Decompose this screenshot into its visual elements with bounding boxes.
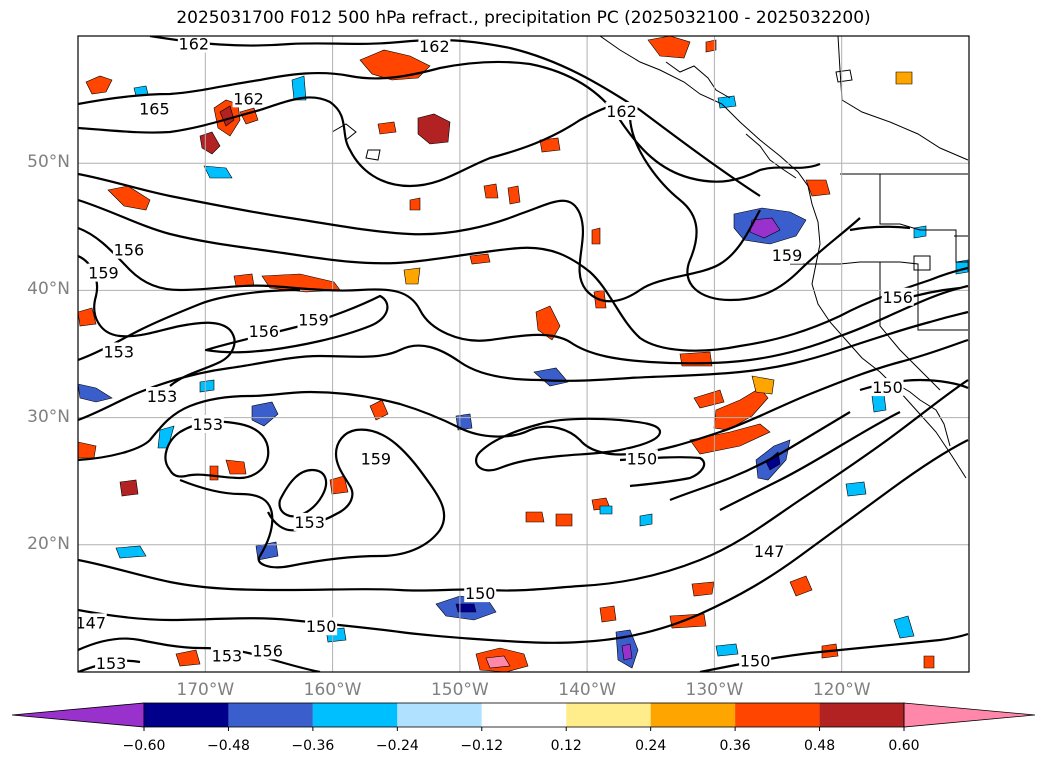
colorbar-segment	[735, 703, 820, 727]
colorbar-segment	[650, 703, 736, 727]
contour-label-bg	[625, 449, 658, 468]
contour-label-bg	[191, 414, 224, 433]
plot-frame	[77, 35, 970, 673]
contour-label-bg	[87, 263, 120, 282]
lon-label: 170°W	[176, 680, 235, 700]
contour-label-bg	[464, 584, 497, 603]
contour-label: 147	[754, 542, 785, 561]
colorbar-tick-label: −0.12	[460, 738, 504, 754]
contour-label: 150	[306, 617, 337, 636]
contour-label: 153	[96, 654, 127, 673]
colorbar-segment	[228, 703, 313, 727]
contour-label-bg	[177, 36, 210, 53]
colorbar-tick-label: −0.48	[206, 738, 250, 754]
contour-label-bg	[881, 287, 914, 306]
contour-label-bg	[95, 654, 128, 672]
contour-label-bg	[251, 641, 284, 660]
contour-label: 159	[298, 311, 329, 330]
colorbar-tick-label: 0.60	[888, 738, 920, 754]
contour-label-bg	[753, 542, 786, 561]
contour-label: 165	[139, 100, 170, 119]
lon-label: 150°W	[430, 680, 489, 700]
contour-label: 147	[75, 613, 106, 632]
colorbar-segment	[397, 703, 482, 727]
contour-label: 153	[193, 415, 224, 434]
contour-label-bg	[138, 99, 171, 118]
contour-label-bg	[739, 651, 772, 670]
contour-label-bg	[102, 342, 135, 361]
colorbar-segment	[312, 703, 398, 727]
contour-label: 162	[606, 102, 637, 121]
contour-label-bg	[210, 646, 243, 665]
lat-label: 30°N	[27, 406, 70, 427]
colorbar-tick-label: −0.24	[375, 738, 419, 754]
contour-label: 153	[212, 646, 243, 665]
contour-label: 150	[740, 652, 771, 671]
contour-label: 153	[294, 513, 325, 532]
colorbar-extend-high	[903, 702, 1036, 728]
graticule	[78, 36, 969, 672]
contour-label: 156	[249, 322, 280, 341]
contour-label: 162	[419, 37, 450, 56]
lon-label: 130°W	[685, 680, 744, 700]
colorbar-segment	[566, 703, 651, 727]
colorbar-frame	[143, 702, 905, 728]
contour-label-bg	[297, 310, 330, 329]
colorbar-tick-label: −0.36	[291, 738, 335, 754]
colorbar	[11, 702, 1036, 731]
contour-label: 153	[147, 387, 178, 406]
contour-label-bg	[293, 512, 326, 531]
contour-label: 150	[465, 584, 496, 603]
colorbar-tick-label: 0.36	[719, 738, 751, 754]
contour-label: 162	[179, 35, 210, 54]
contour-label-bg	[78, 613, 107, 632]
coastlines	[331, 36, 969, 479]
colorbar-extend-low	[11, 702, 145, 728]
contour-labels: 162 162 162 165 162 156 159 159 156 153 153 153 159 1…	[75, 35, 914, 673]
contour-label-bg	[247, 322, 280, 341]
lon-label: 140°W	[558, 680, 617, 700]
colorbar-segment	[144, 703, 229, 727]
colorbar-tick-label: 0.24	[635, 738, 667, 754]
colorbar-tick-label: −0.60	[122, 738, 166, 754]
map-title: 2025031700 F012 500 hPa refract., precip…	[176, 8, 871, 28]
contour-label: 156	[882, 288, 913, 307]
contour-label-bg	[770, 245, 803, 264]
contour-label: 156	[252, 641, 283, 660]
contour-label-bg	[232, 89, 265, 108]
lat-label: 20°N	[27, 533, 70, 554]
contour-label: 162	[233, 89, 264, 108]
contour-label: 159	[772, 246, 803, 265]
contour-label-bg	[418, 37, 451, 56]
lat-label: 50°N	[27, 152, 70, 173]
contour-label-bg	[112, 240, 145, 259]
colorbar-tick-label: 0.48	[803, 738, 836, 754]
lon-label: 160°W	[303, 680, 362, 700]
contour-label: 150	[627, 449, 658, 468]
contour-label: 159	[361, 449, 392, 468]
colorbar-segment	[481, 703, 567, 727]
contour-label: 156	[114, 241, 145, 260]
contour-label-bg	[359, 449, 392, 468]
lon-label: 120°W	[812, 680, 871, 700]
colorbar-segment	[819, 703, 904, 727]
lat-label: 40°N	[27, 279, 70, 300]
contour-label: 153	[103, 342, 134, 361]
height-contours	[78, 36, 969, 672]
contour-label-bg	[871, 378, 904, 397]
contour-label-bg	[146, 386, 179, 405]
precipitation-shading	[78, 36, 969, 672]
contour-label: 159	[88, 264, 119, 283]
colorbar-tick-label: 0.12	[550, 738, 582, 754]
contour-label-bg	[605, 102, 638, 121]
contour-label: 150	[872, 378, 903, 397]
map-plot-area: 162 162 162 165 162 156 159 159 156 153 153 153 159 1…	[75, 35, 969, 673]
contour-label-bg	[305, 617, 338, 636]
